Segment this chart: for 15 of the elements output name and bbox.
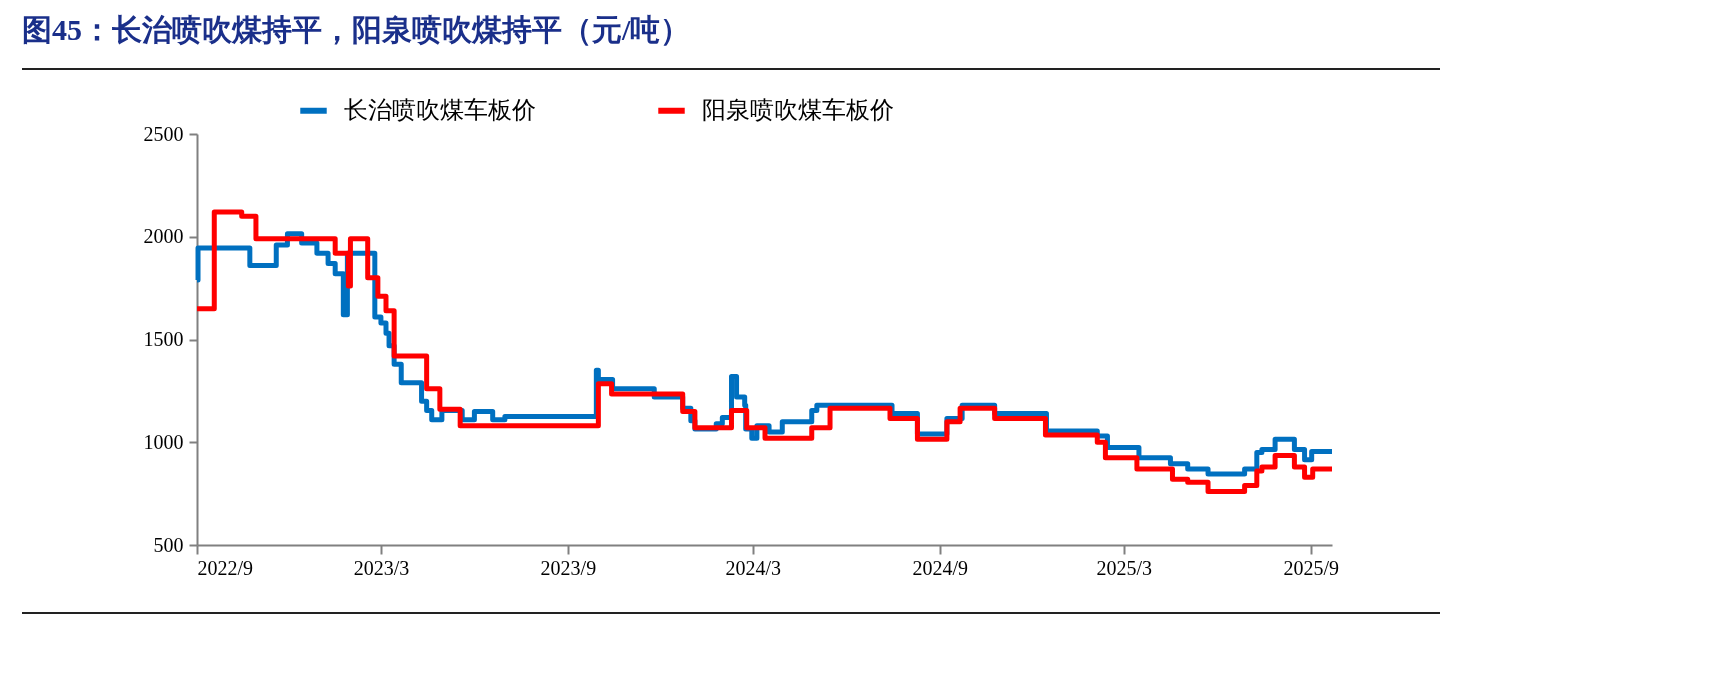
y-tick-label: 500	[153, 533, 184, 556]
y-tick-label: 1000	[143, 430, 184, 453]
x-tick-label: 2022/9	[197, 556, 254, 579]
x-tick-label: 2023/9	[540, 556, 597, 579]
chart-title: 图45：长治喷吹煤持平，阳泉喷吹煤持平（元/吨）	[22, 12, 691, 48]
x-tick-label: 2024/3	[725, 556, 782, 579]
x-tick-label: 2023/3	[353, 556, 410, 579]
x-tick-label: 2024/9	[912, 556, 969, 579]
y-tick-label: 1500	[143, 328, 184, 350]
legend-label: 长治喷吹煤车板价	[344, 96, 536, 123]
y-tick-label: 2500	[143, 122, 184, 145]
legend-label: 阳泉喷吹煤车板价	[702, 96, 894, 123]
y-tick-label: 2000	[143, 225, 184, 248]
x-tick-label: 2025/3	[1096, 556, 1152, 579]
x-tick-label: 2025/9	[1283, 556, 1339, 579]
